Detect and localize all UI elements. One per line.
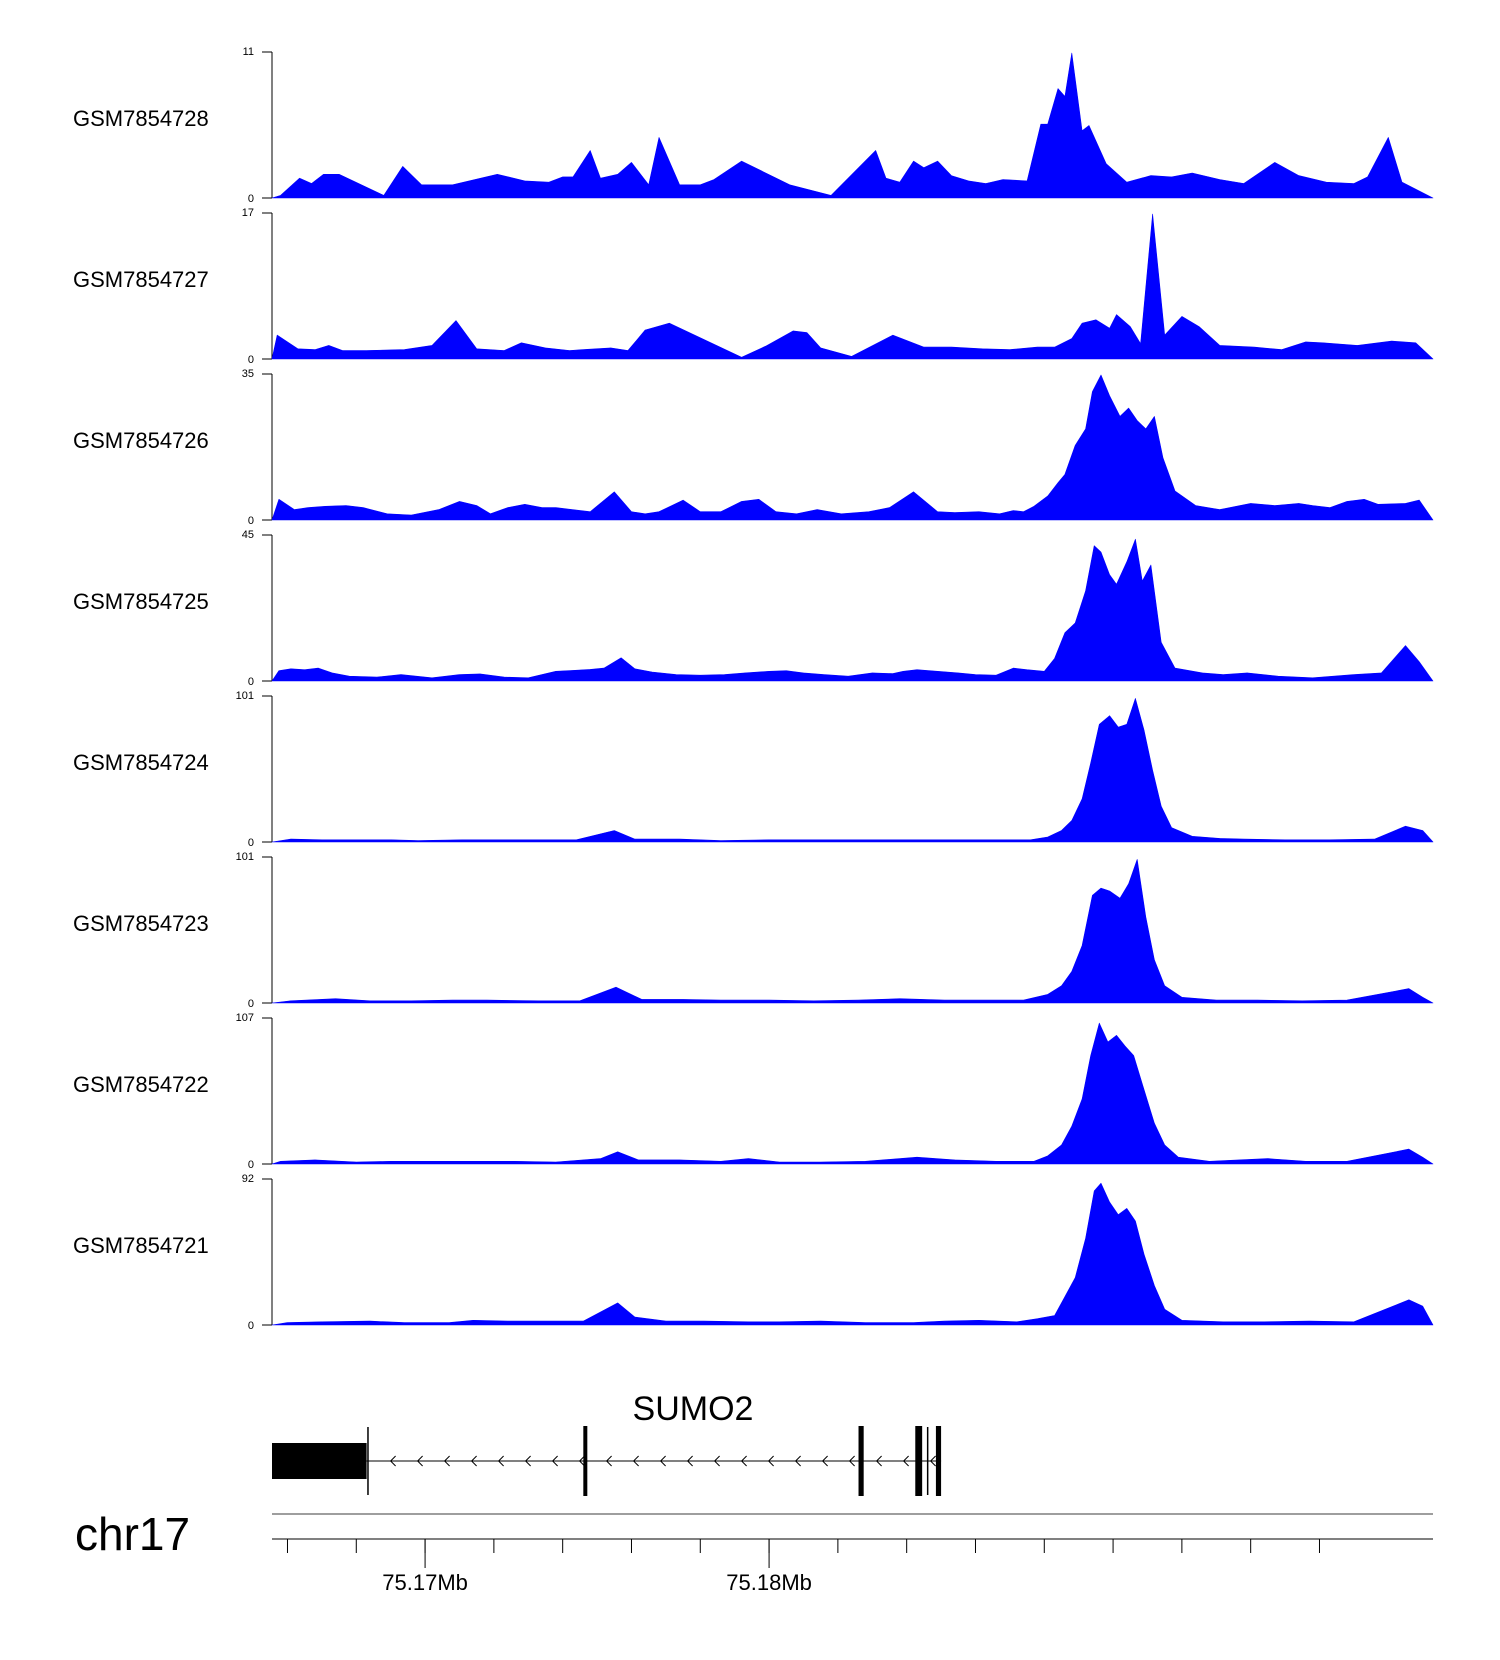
track-label: GSM7854724 bbox=[73, 750, 209, 775]
strand-arrow bbox=[524, 1455, 531, 1467]
coverage-area bbox=[271, 213, 1434, 360]
strand-arrow bbox=[902, 1455, 909, 1467]
coverage-area bbox=[271, 374, 1434, 521]
strand-arrow bbox=[875, 1455, 882, 1467]
y-max-label: 101 bbox=[236, 851, 254, 863]
track-label: GSM7854722 bbox=[73, 1072, 209, 1097]
y-min-label: 0 bbox=[248, 837, 254, 849]
strand-arrow bbox=[794, 1455, 801, 1467]
exon-block bbox=[935, 1426, 942, 1496]
exon-block bbox=[583, 1426, 588, 1496]
track-label: GSM7854721 bbox=[73, 1233, 209, 1258]
track-label: GSM7854727 bbox=[73, 267, 209, 292]
y-min-label: 0 bbox=[248, 1320, 254, 1332]
coverage-area bbox=[271, 698, 1434, 843]
coverage-track: GSM7854725 45 0 bbox=[73, 529, 1434, 688]
chromosome-label: chr17 bbox=[75, 1508, 190, 1560]
strand-arrow bbox=[686, 1455, 693, 1467]
strand-arrow bbox=[605, 1455, 612, 1467]
axis-tick-label: 75.18Mb bbox=[726, 1570, 812, 1595]
y-max-label: 101 bbox=[236, 690, 254, 702]
y-min-label: 0 bbox=[248, 1159, 254, 1171]
strand-arrow bbox=[443, 1455, 450, 1467]
strand-arrow bbox=[578, 1455, 585, 1467]
track-label: GSM7854726 bbox=[73, 428, 209, 453]
y-max-label: 11 bbox=[243, 46, 254, 58]
strand-arrow bbox=[740, 1455, 747, 1467]
exon-block bbox=[272, 1443, 367, 1479]
coverage-track: GSM7854726 35 0 bbox=[73, 368, 1434, 527]
strand-arrow bbox=[389, 1455, 396, 1467]
coverage-area bbox=[271, 859, 1434, 1004]
track-label: GSM7854728 bbox=[73, 106, 209, 131]
y-min-label: 0 bbox=[248, 998, 254, 1010]
strand-arrow bbox=[659, 1455, 666, 1467]
track-label: GSM7854725 bbox=[73, 589, 209, 614]
strand-arrow bbox=[821, 1455, 828, 1467]
strand-arrow bbox=[497, 1455, 504, 1467]
y-max-label: 35 bbox=[242, 368, 254, 380]
strand-arrow bbox=[551, 1455, 558, 1467]
strand-arrow bbox=[929, 1455, 936, 1467]
axis-tick-label: 75.17Mb bbox=[382, 1570, 468, 1595]
y-max-label: 17 bbox=[242, 207, 254, 219]
coverage-area bbox=[271, 52, 1434, 199]
y-max-label: 107 bbox=[236, 1012, 254, 1024]
y-max-label: 92 bbox=[242, 1173, 254, 1185]
gene-track: SUMO2 bbox=[272, 1390, 942, 1496]
coverage-area bbox=[271, 1022, 1434, 1165]
coverage-track: GSM7854722 107 0 bbox=[73, 1012, 1434, 1171]
gene-name: SUMO2 bbox=[633, 1390, 754, 1428]
exon-block bbox=[858, 1426, 864, 1496]
y-min-label: 0 bbox=[248, 676, 254, 688]
strand-arrow bbox=[767, 1455, 774, 1467]
coverage-tracks: GSM7854728110GSM7854727170GSM7854726350G… bbox=[73, 46, 1434, 1332]
coverage-track: GSM7854724 101 0 bbox=[73, 690, 1434, 849]
strand-arrow bbox=[848, 1455, 855, 1467]
coverage-area bbox=[271, 1182, 1434, 1326]
track-label: GSM7854723 bbox=[73, 911, 209, 936]
y-min-label: 0 bbox=[248, 515, 254, 527]
strand-arrow bbox=[713, 1455, 720, 1467]
coverage-track: GSM7854727 17 0 bbox=[73, 207, 1434, 366]
genome-axis: chr17 75.17Mb 75.18Mb bbox=[75, 1508, 1433, 1595]
exon-block bbox=[915, 1426, 923, 1496]
y-min-label: 0 bbox=[248, 193, 254, 205]
coverage-track: GSM7854723 101 0 bbox=[73, 851, 1434, 1010]
coverage-track: GSM7854728 11 0 bbox=[73, 46, 1434, 205]
y-min-label: 0 bbox=[248, 354, 254, 366]
y-max-label: 45 bbox=[242, 529, 254, 541]
strand-arrow bbox=[470, 1455, 477, 1467]
coverage-track: GSM7854721 92 0 bbox=[73, 1173, 1434, 1332]
strand-arrow bbox=[632, 1455, 639, 1467]
coverage-area bbox=[271, 538, 1434, 682]
strand-arrow bbox=[416, 1455, 423, 1467]
